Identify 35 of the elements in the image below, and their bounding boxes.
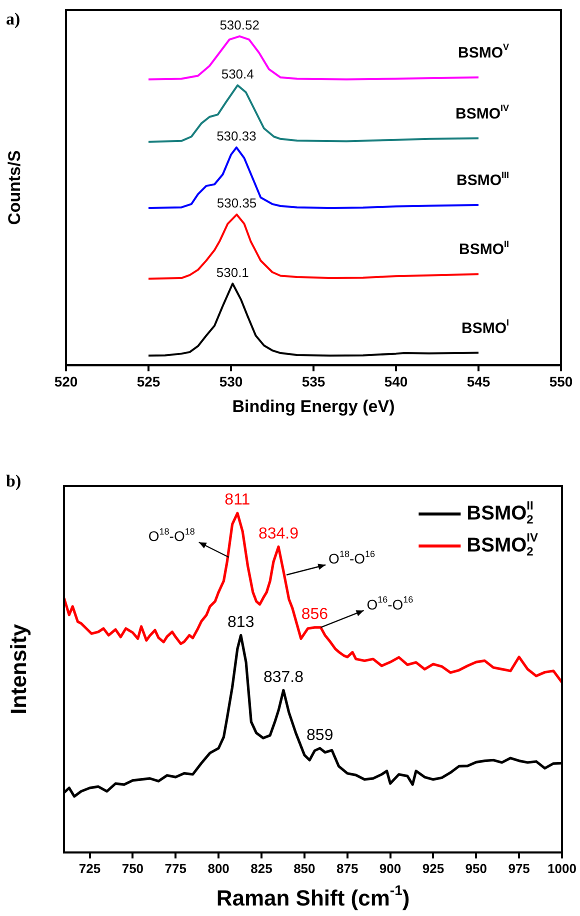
- x-tick-label: 535: [302, 373, 326, 390]
- chart-title: a): [6, 9, 20, 28]
- annotation: 530.52: [220, 17, 260, 32]
- x-tick-label: 1000: [548, 860, 576, 876]
- x-axis-title: Binding Energy (eV): [232, 396, 395, 416]
- x-tick-label: 800: [208, 860, 230, 876]
- x-tick-label: 540: [384, 373, 408, 390]
- annotation: 530.35: [216, 196, 257, 211]
- x-tick-label: 825: [250, 860, 272, 876]
- annotation: 859: [306, 726, 334, 744]
- y-axis-title: Counts/S: [4, 150, 24, 225]
- annotation: 834.9: [258, 525, 299, 542]
- x-tick-label: 950: [465, 860, 487, 876]
- y-axis-title: Intensity: [6, 623, 31, 714]
- x-tick-label: 900: [379, 860, 402, 876]
- x-tick-label: 545: [466, 373, 490, 390]
- annotation: 530.1: [216, 264, 249, 280]
- x-tick-label: 530: [219, 373, 243, 390]
- x-tick-label: 520: [54, 373, 78, 390]
- annotation: 837.8: [263, 668, 304, 686]
- x-tick-label: 550: [549, 373, 573, 390]
- x-tick-label: 525: [136, 373, 160, 390]
- x-tick-label: 775: [164, 860, 186, 876]
- annotation: 530.4: [221, 66, 254, 82]
- x-tick-label: 725: [78, 860, 101, 876]
- x-tick-label: 875: [336, 860, 358, 876]
- x-tick-label: 750: [122, 860, 144, 876]
- x-tick-label: 925: [422, 860, 444, 876]
- annotation: 530.33: [216, 128, 256, 144]
- x-tick-label: 850: [294, 860, 316, 876]
- annotation: 811: [224, 492, 250, 509]
- annotation: 813: [228, 614, 254, 631]
- chart-title: b): [6, 471, 22, 490]
- x-tick-label: 975: [508, 860, 530, 876]
- annotation: 856: [301, 606, 328, 624]
